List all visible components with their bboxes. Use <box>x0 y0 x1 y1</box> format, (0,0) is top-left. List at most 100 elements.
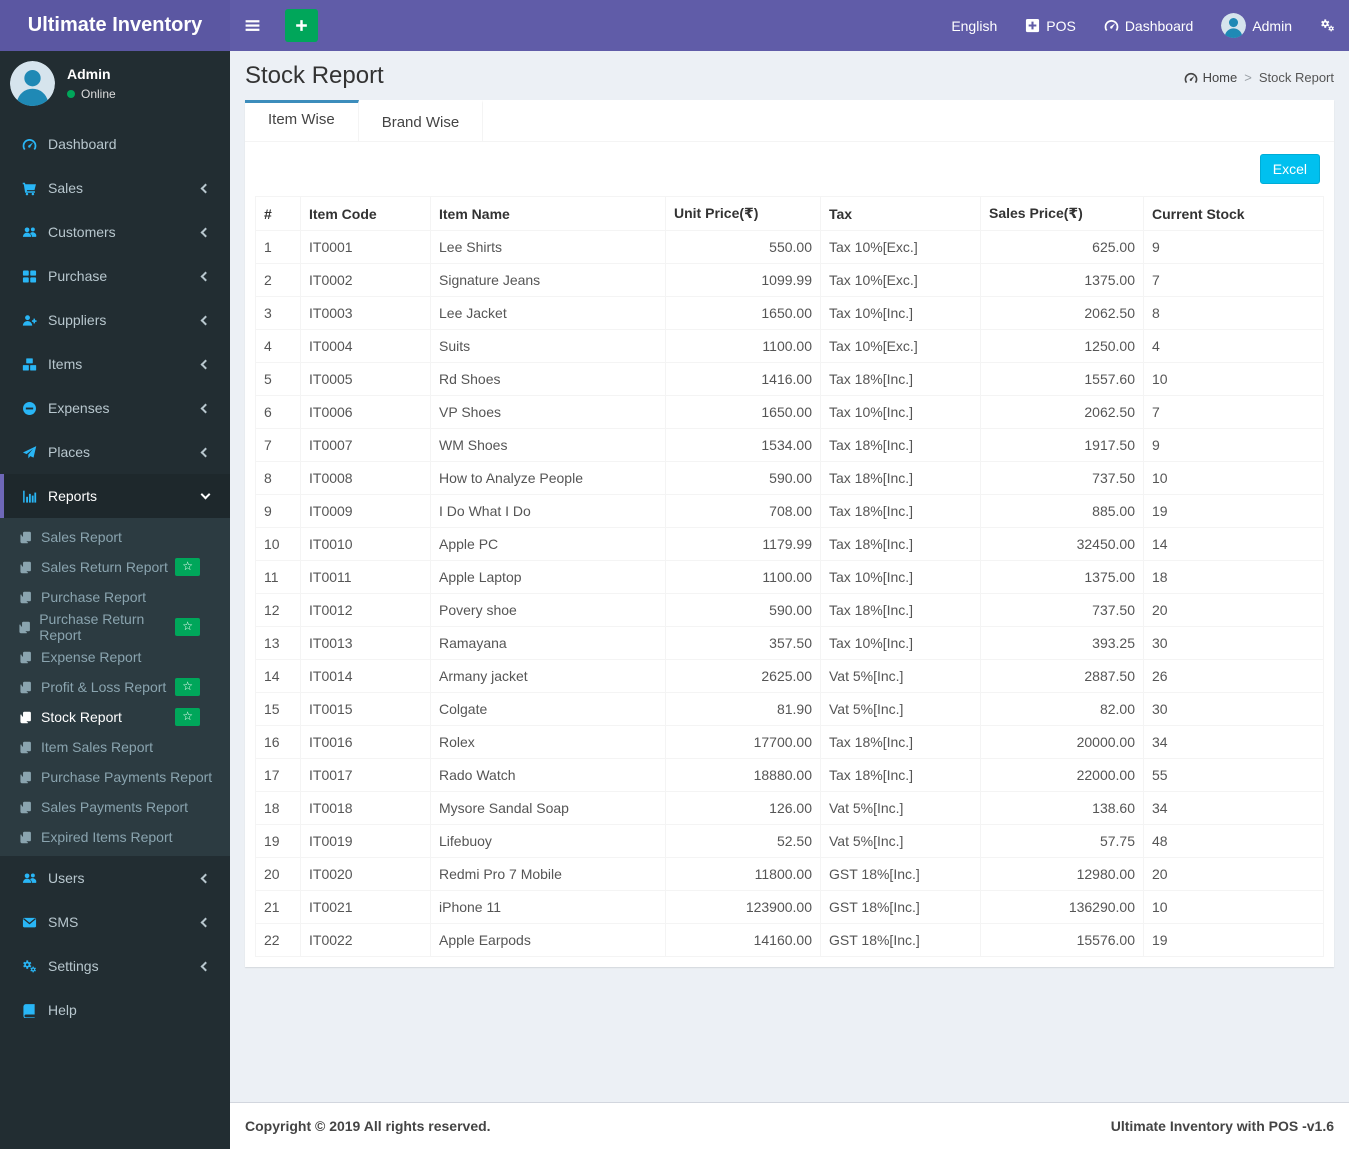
sidebar-item-sales[interactable]: Sales <box>0 166 230 210</box>
table-cell: 57.75 <box>980 824 1144 858</box>
submenu-item-item-sales-report[interactable]: Item Sales Report <box>0 732 230 762</box>
table-row: 5 IT0005 Rd Shoes 1416.00 Tax 18%[Inc.] 1557.… <box>255 362 1324 396</box>
table-cell: 34 <box>1143 791 1324 825</box>
submenu-item-label: Expired Items Report <box>41 829 173 845</box>
tab-item-wise[interactable]: Item Wise <box>245 100 359 141</box>
table-cell: Tax 18%[Inc.] <box>820 461 981 495</box>
table-cell: Ramayana <box>430 626 666 660</box>
table-cell: 13 <box>255 626 301 660</box>
table-cell: IT0003 <box>300 296 431 330</box>
table-cell: 12 <box>255 593 301 627</box>
table-cell: 22000.00 <box>980 758 1144 792</box>
table-cell: 1179.99 <box>665 527 821 561</box>
submenu-item-purchase-report[interactable]: Purchase Report <box>0 582 230 612</box>
nav-settings[interactable] <box>1306 0 1349 51</box>
sidebar-item-users[interactable]: Users <box>0 856 230 900</box>
tab-content: Excel # Item Code Item Name Unit Price(₹) Ta… <box>245 142 1334 967</box>
table-row: 18 IT0018 Mysore Sandal Soap 126.00 Vat 5%[I… <box>255 791 1324 825</box>
sidebar-item-help[interactable]: Help <box>0 988 230 1032</box>
submenu-item-purchase-return-report[interactable]: Purchase Return Report ☆ <box>0 611 230 643</box>
table-cell: 8 <box>255 461 301 495</box>
add-button[interactable] <box>285 9 318 42</box>
table-cell: Tax 18%[Inc.] <box>820 758 981 792</box>
sidebar: Admin Online Dashboard Sales Customers Purc… <box>0 51 230 1149</box>
table-cell: 26 <box>1143 659 1324 693</box>
nav-user-menu[interactable]: Admin <box>1207 0 1306 51</box>
report-box: Item Wise Brand Wise Excel # Item Code Ite… <box>245 100 1334 967</box>
sidebar-item-customers[interactable]: Customers <box>0 210 230 254</box>
breadcrumb-separator: > <box>1244 70 1252 85</box>
table-row: 8 IT0008 How to Analyze People 590.00 Tax 18… <box>255 461 1324 495</box>
main-header: Ultimate Inventory English POS Dashboard… <box>0 0 1349 51</box>
table-cell: 15 <box>255 692 301 726</box>
column-header: Item Name <box>430 196 666 231</box>
sidebar-item-settings[interactable]: Settings <box>0 944 230 988</box>
excel-export-button[interactable]: Excel <box>1259 154 1320 184</box>
table-cell: Tax 10%[Exc.] <box>820 230 981 264</box>
table-cell: How to Analyze People <box>430 461 666 495</box>
table-cell: Tax 10%[Inc.] <box>820 296 981 330</box>
avatar-icon <box>1221 13 1247 38</box>
table-cell: Vat 5%[Inc.] <box>820 824 981 858</box>
sidebar-item-items[interactable]: Items <box>0 342 230 386</box>
minus-circle-icon <box>19 401 39 416</box>
submenu-item-label: Purchase Return Report <box>39 611 145 643</box>
sidebar-item-label: SMS <box>48 914 79 930</box>
sidebar-item-label: Expenses <box>48 400 110 416</box>
submenu-item-expired-items-report[interactable]: Expired Items Report <box>0 822 230 852</box>
table-cell: IT0021 <box>300 890 431 924</box>
table-cell: 48 <box>1143 824 1324 858</box>
table-cell: Tax 18%[Inc.] <box>820 428 981 462</box>
table-cell: 14 <box>1143 527 1324 561</box>
app-brand[interactable]: Ultimate Inventory <box>0 0 230 51</box>
table-cell: 1650.00 <box>665 296 821 330</box>
sidebar-item-places[interactable]: Places <box>0 430 230 474</box>
sidebar-item-dashboard[interactable]: Dashboard <box>0 122 230 166</box>
sidebar-item-reports[interactable]: Reports <box>0 474 230 518</box>
user-name: Admin <box>67 66 111 82</box>
nav-pos[interactable]: POS <box>1011 0 1090 51</box>
breadcrumb-home[interactable]: Home <box>1184 70 1238 85</box>
sidebar-toggle[interactable] <box>230 0 275 51</box>
nav-dashboard[interactable]: Dashboard <box>1090 0 1208 51</box>
table-cell: 14160.00 <box>665 923 821 957</box>
submenu-item-sales-payments-report[interactable]: Sales Payments Report <box>0 792 230 822</box>
table-cell: Redmi Pro 7 Mobile <box>430 857 666 891</box>
sidebar-item-suppliers[interactable]: Suppliers <box>0 298 230 342</box>
content: Stock Report Home > Stock Report Item Wi… <box>230 51 1349 1149</box>
table-cell: 17700.00 <box>665 725 821 759</box>
sidebar-item-sms[interactable]: SMS <box>0 900 230 944</box>
table-cell: 20 <box>255 857 301 891</box>
submenu-item-purchase-payments-report[interactable]: Purchase Payments Report <box>0 762 230 792</box>
bars-icon <box>244 17 261 34</box>
table-cell: Rolex <box>430 725 666 759</box>
table-cell: IT0020 <box>300 857 431 891</box>
table-cell: 1375.00 <box>980 263 1144 297</box>
footer: Copyright © 2019 All rights reserved. Ul… <box>230 1102 1349 1149</box>
table-cell: Apple Laptop <box>430 560 666 594</box>
table-cell: Tax 18%[Inc.] <box>820 593 981 627</box>
table-cell: Vat 5%[Inc.] <box>820 692 981 726</box>
sidebar-item-purchase[interactable]: Purchase <box>0 254 230 298</box>
table-row: 21 IT0021 iPhone 11 123900.00 GST 18%[Inc.] 1… <box>255 890 1324 924</box>
sidebar-item-expenses[interactable]: Expenses <box>0 386 230 430</box>
breadcrumb: Home > Stock Report <box>1184 70 1334 85</box>
stock-report-table: # Item Code Item Name Unit Price(₹) Tax Sales… <box>255 196 1324 957</box>
submenu-item-sales-return-report[interactable]: Sales Return Report ☆ <box>0 552 230 582</box>
table-cell: WM Shoes <box>430 428 666 462</box>
table-cell: 8 <box>1143 296 1324 330</box>
tab-brand-wise[interactable]: Brand Wise <box>359 100 484 141</box>
breadcrumb-home-label: Home <box>1202 70 1238 85</box>
table-cell: 34 <box>1143 725 1324 759</box>
table-cell: Tax 18%[Inc.] <box>820 362 981 396</box>
submenu-item-expense-report[interactable]: Expense Report <box>0 642 230 672</box>
submenu-item-sales-report[interactable]: Sales Report <box>0 522 230 552</box>
table-cell: Armany jacket <box>430 659 666 693</box>
nav-language[interactable]: English <box>937 0 1011 51</box>
submenu-item-stock-report[interactable]: Stock Report ☆ <box>0 702 230 732</box>
table-cell: IT0022 <box>300 923 431 957</box>
sidebar-item-label: Items <box>48 356 83 372</box>
table-cell: 17 <box>255 758 301 792</box>
submenu-item-profit-loss-report[interactable]: Profit & Loss Report ☆ <box>0 672 230 702</box>
copy-icon <box>16 681 34 694</box>
